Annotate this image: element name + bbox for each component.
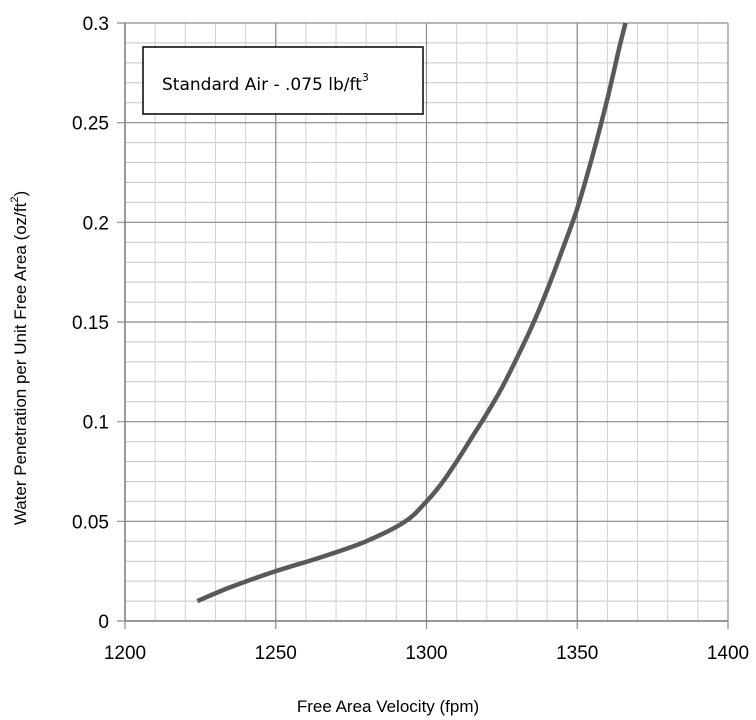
annotation-label: Standard Air - .075 lb/ft3: [162, 71, 369, 95]
x-tick-label: 1400: [707, 643, 749, 664]
y-axis-title-main: Water Penetration per Unit Free Area (oz…: [11, 202, 30, 525]
y-tick-label: 0.25: [72, 114, 109, 135]
series-line: [196, 22, 628, 604]
x-tick-labels: 1200 1250 1300 1350 1400: [104, 643, 749, 664]
series-layer: [196, 22, 628, 604]
y-tick-label: 0.15: [72, 313, 109, 334]
x-tick-label: 1200: [104, 643, 146, 664]
y-tick-label: 0.3: [83, 14, 109, 35]
y-tick-label: 0: [98, 612, 109, 633]
annotation-main: Standard Air - .075 lb/ft: [162, 75, 362, 95]
y-tick-label: 0.1: [83, 413, 109, 434]
annotation-box: [142, 46, 424, 115]
y-axis-title-end: ): [11, 191, 30, 197]
y-tick-labels: 0 0.05 0.1 0.15 0.2 0.25 0.3: [72, 14, 109, 633]
x-tick-label: 1300: [405, 643, 447, 664]
y-tick-label: 0.2: [83, 213, 109, 234]
x-axis-title: Free Area Velocity (fpm): [297, 697, 479, 716]
annotation-sup: 3: [362, 71, 369, 84]
y-axis-title-sup: 2: [9, 197, 21, 203]
x-tick-label: 1250: [255, 643, 297, 664]
x-tick-label: 1350: [556, 643, 598, 664]
y-axis-title: Water Penetration per Unit Free Area (oz…: [9, 191, 30, 525]
y-tick-label: 0.05: [72, 512, 109, 533]
major-gridlines: [117, 22, 729, 629]
